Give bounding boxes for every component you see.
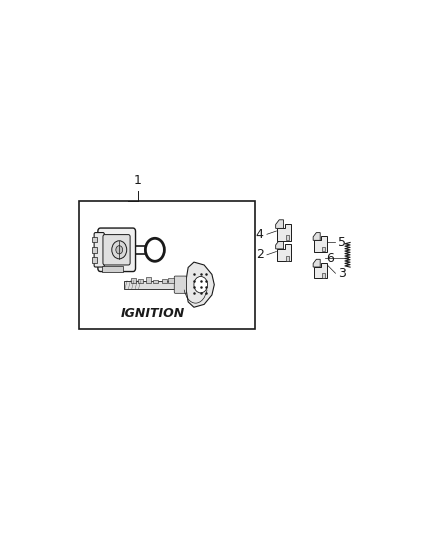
Polygon shape: [276, 240, 283, 249]
Bar: [102, 266, 123, 272]
Text: 5: 5: [338, 236, 346, 249]
Bar: [322, 273, 325, 278]
Polygon shape: [276, 220, 283, 228]
Text: 1: 1: [134, 174, 142, 187]
Bar: [146, 277, 152, 282]
Bar: [153, 280, 158, 282]
Polygon shape: [186, 262, 214, 307]
Bar: [286, 256, 289, 261]
Text: 2: 2: [256, 248, 264, 261]
Text: 6: 6: [326, 252, 334, 264]
Bar: [169, 278, 173, 282]
FancyBboxPatch shape: [98, 228, 135, 271]
FancyBboxPatch shape: [94, 232, 104, 267]
Circle shape: [112, 241, 127, 259]
Circle shape: [149, 243, 161, 257]
FancyBboxPatch shape: [174, 276, 187, 293]
Polygon shape: [314, 236, 327, 252]
Bar: [78, 201, 255, 329]
Text: 3: 3: [338, 267, 346, 280]
FancyBboxPatch shape: [103, 235, 130, 265]
Circle shape: [194, 277, 208, 293]
Polygon shape: [313, 232, 320, 240]
Bar: [162, 279, 167, 282]
Polygon shape: [277, 244, 291, 261]
Bar: [124, 280, 179, 289]
Bar: [322, 247, 325, 251]
Bar: [286, 236, 289, 240]
Circle shape: [145, 238, 164, 261]
Bar: [92, 257, 97, 263]
Bar: [138, 279, 143, 282]
Polygon shape: [277, 224, 291, 241]
Bar: [131, 278, 136, 282]
Text: 4: 4: [256, 228, 264, 241]
Polygon shape: [314, 263, 327, 278]
Polygon shape: [313, 259, 320, 267]
Circle shape: [116, 246, 123, 254]
Bar: [92, 247, 97, 253]
Text: IGNITION: IGNITION: [120, 306, 185, 320]
Bar: [92, 237, 97, 243]
